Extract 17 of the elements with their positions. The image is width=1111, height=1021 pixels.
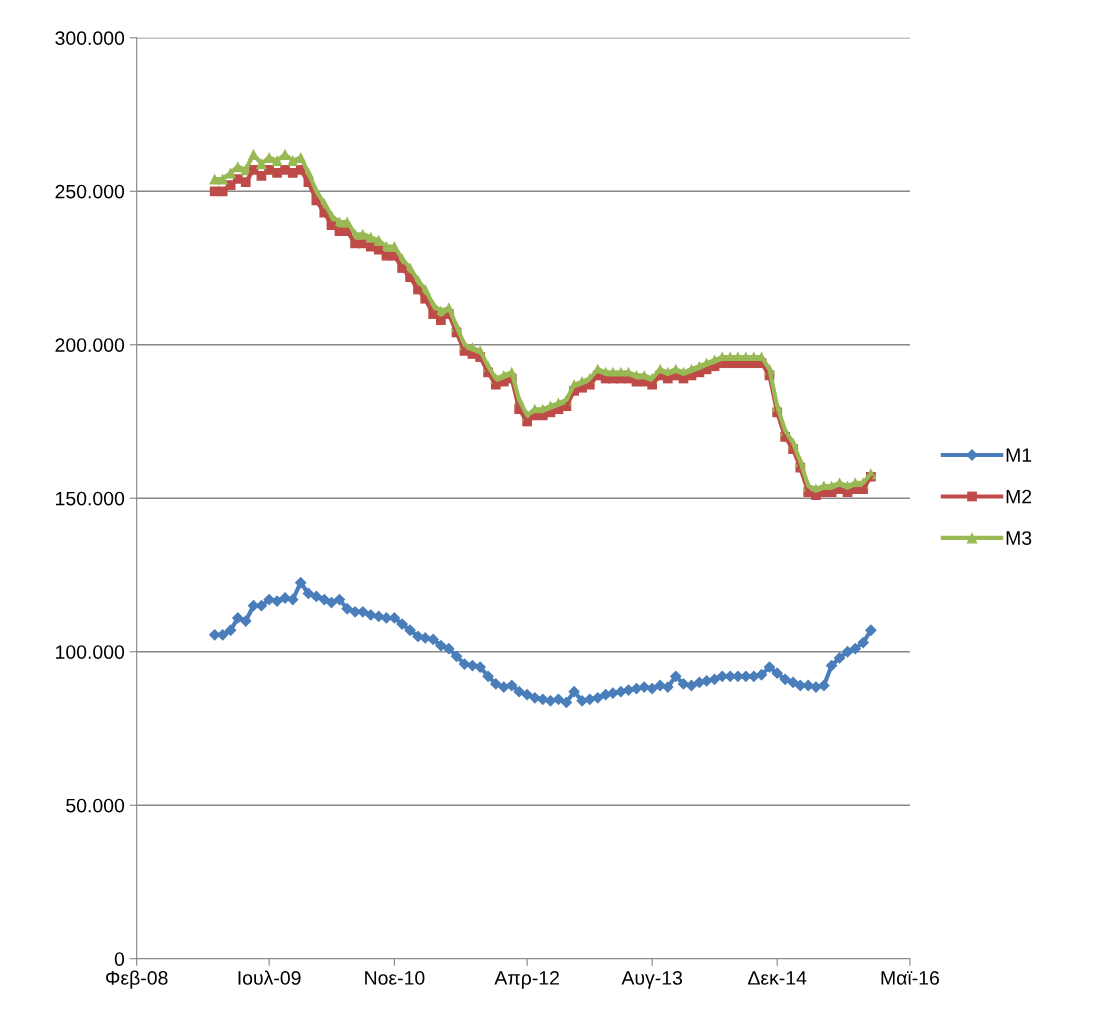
legend-label: M2 [1006,489,1032,504]
y-tick-label: 300.000 [55,31,125,46]
y-tick-label: 0 [114,952,125,966]
x-tick-label: Απρ-12 [494,971,559,989]
legend-label: M1 [1006,448,1032,462]
y-tick-label: 100.000 [56,645,125,659]
x-tick-label: Αυγ-13 [621,971,683,989]
y-tick-label: 200.000 [55,338,125,352]
legend-label: M3 [1006,531,1032,545]
x-tick-label: Φεβ-08 [106,970,168,989]
x-tick-label: Δεκ-14 [748,971,807,985]
x-tick-label: Μαϊ-16 [881,971,939,985]
x-tick-label: Ιουλ-09 [238,970,301,985]
x-tick-label: Νοε-10 [365,971,425,985]
y-tick-label: 150.000 [56,491,125,506]
y-tick-label: 250.000 [55,184,125,199]
y-tick-label: 50.000 [66,798,125,813]
